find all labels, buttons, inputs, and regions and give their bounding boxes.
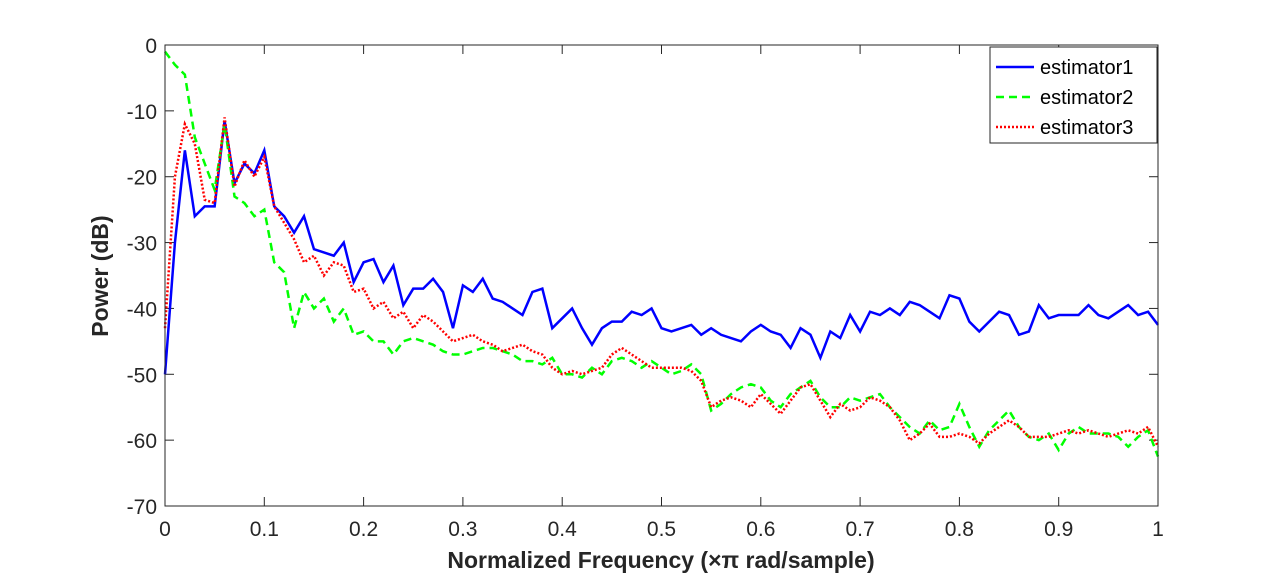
y-tick-label: -40 bbox=[127, 298, 157, 321]
y-tick-label: -70 bbox=[127, 496, 157, 519]
series-line bbox=[163, 117, 1160, 448]
x-tick-label: 0.4 bbox=[548, 518, 578, 541]
x-tick-label: 0 bbox=[159, 518, 171, 541]
x-tick-label: 0.2 bbox=[349, 518, 378, 541]
x-tick-label: 1 bbox=[1152, 518, 1164, 541]
y-tick-label: -10 bbox=[127, 101, 157, 124]
x-tick-label: 0.3 bbox=[448, 518, 477, 541]
y-tick-label: -30 bbox=[127, 233, 157, 256]
series-line bbox=[164, 50, 1160, 458]
series-line bbox=[163, 120, 1159, 375]
x-tick-label: 0.1 bbox=[250, 518, 279, 541]
y-tick-label: 0 bbox=[145, 35, 157, 58]
x-tick-label: 0.8 bbox=[945, 518, 974, 541]
legend-label: estimator3 bbox=[1040, 117, 1133, 139]
y-tick-label: -60 bbox=[127, 430, 157, 453]
plot-frame bbox=[164, 44, 1159, 507]
legend-label: estimator2 bbox=[1040, 87, 1133, 109]
x-tick-label: 0.9 bbox=[1044, 518, 1073, 541]
legend-label: estimator1 bbox=[1040, 57, 1133, 79]
x-axis-label: Normalized Frequency (×π rad/sample) bbox=[447, 547, 874, 573]
x-tick-label: 0.6 bbox=[746, 518, 775, 541]
x-tick-label: 0.7 bbox=[845, 518, 874, 541]
y-tick-label: -20 bbox=[127, 167, 157, 190]
y-axis-label: Power (dB) bbox=[87, 215, 113, 336]
y-tick-label: -50 bbox=[127, 364, 157, 387]
x-tick-label: 0.5 bbox=[647, 518, 676, 541]
